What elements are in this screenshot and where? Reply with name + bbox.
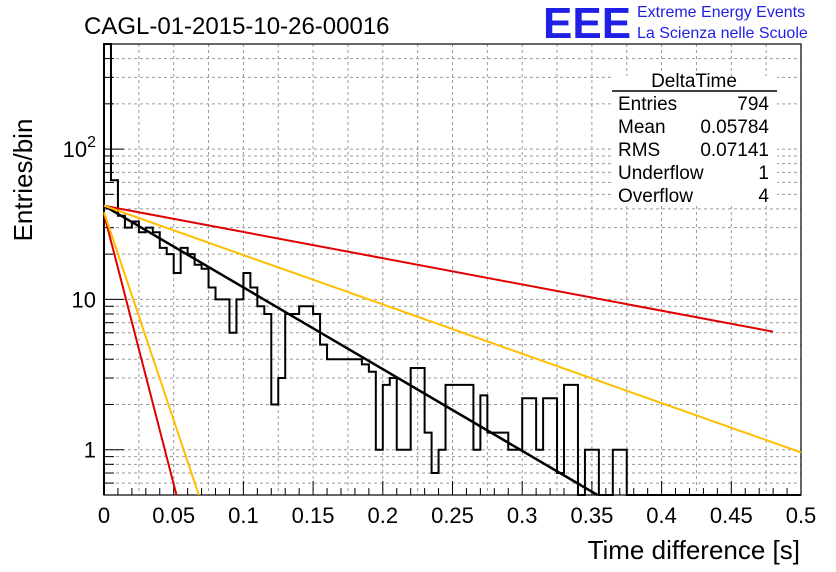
fit-line-orange (103, 211, 200, 496)
stats-value-mean: 0.05784 (700, 117, 769, 138)
stats-title: DeltaTime (651, 71, 737, 92)
x-tick-label: 0.5 (786, 503, 817, 528)
x-tick-label: 0.1 (228, 503, 259, 528)
x-tick-labels: 0 0.05 0.1 0.15 0.2 0.25 0.3 0.35 0.4 0.45 0.5 (98, 503, 816, 528)
stats-box: DeltaTime Entries 794 Mean 0.05784 RMS 0… (612, 71, 777, 207)
chart-title: CAGL-01-2015-10-26-00016 (84, 13, 390, 40)
stats-label-underflow: Underflow (618, 163, 704, 184)
histogram-step-line (103, 43, 801, 496)
y-tick-label: 1 (84, 438, 96, 463)
x-tick-label: 0.4 (646, 503, 677, 528)
eee-logo-mark: EEE (543, 0, 631, 48)
x-tick-label: 0.3 (507, 503, 538, 528)
fit-line-black (103, 204, 599, 497)
y-axis-title: Entries/bin (8, 119, 38, 242)
stats-value-entries: 794 (737, 94, 769, 115)
eee-logo-line2: La Scienza nelle Scuole (637, 25, 808, 42)
stats-value-underflow: 1 (758, 163, 769, 184)
stats-label-mean: Mean (618, 117, 666, 138)
x-tick-label: 0.05 (152, 503, 195, 528)
stats-value-overflow: 4 (758, 186, 769, 207)
x-tick-label: 0.2 (368, 503, 399, 528)
x-tick-label: 0 (98, 503, 110, 528)
stats-value-rms: 0.07141 (700, 140, 769, 161)
eee-logo: EEE Extreme Energy Events La Scienza nel… (543, 0, 808, 48)
fit-line-orange (103, 204, 802, 454)
stats-label-rms: RMS (618, 140, 660, 161)
x-tick-label: 0.25 (431, 503, 474, 528)
histogram-series (103, 43, 801, 496)
fit-curves (103, 204, 802, 497)
stats-label-overflow: Overflow (618, 186, 693, 207)
x-tick-label: 0.35 (570, 503, 613, 528)
fit-line-red (103, 213, 178, 496)
x-tick-label: 0.15 (292, 503, 335, 528)
y-tick-label: 102 (63, 134, 96, 162)
y-tick-label: 10 (72, 287, 96, 312)
stats-label-entries: Entries (618, 94, 677, 115)
x-tick-label: 0.45 (710, 503, 753, 528)
fit-line-red (103, 204, 774, 333)
y-tick-labels: 1 10 102 (63, 134, 96, 463)
x-axis-title: Time difference [s] (588, 535, 800, 565)
stats-box-background (612, 76, 777, 206)
eee-logo-line1: Extreme Energy Events (637, 4, 805, 21)
